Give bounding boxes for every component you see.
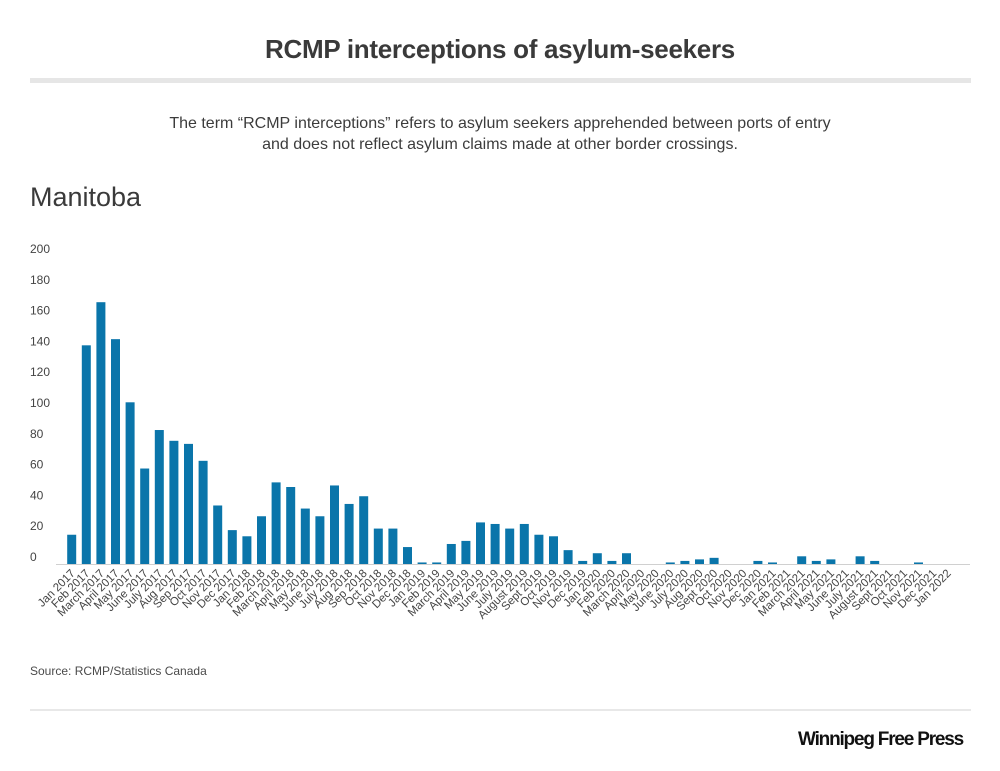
bar xyxy=(534,534,544,564)
subtitle-line-2: and does not reflect asylum claims made … xyxy=(262,136,738,153)
bar xyxy=(870,560,880,564)
bar xyxy=(154,430,164,564)
footer-divider xyxy=(30,709,971,711)
bar xyxy=(768,562,777,564)
y-tick-label: 120 xyxy=(30,365,50,379)
bar xyxy=(286,487,296,564)
bar xyxy=(549,536,558,564)
bars xyxy=(67,302,923,564)
bar xyxy=(811,560,821,564)
chart-subtitle: The term “RCMP interceptions” refers to … xyxy=(100,113,900,155)
y-tick-label: 100 xyxy=(30,396,50,410)
bar xyxy=(111,339,120,564)
bar xyxy=(563,550,573,564)
source-note: Source: RCMP/Statistics Canada xyxy=(30,664,207,678)
bar xyxy=(300,508,310,564)
bar xyxy=(519,523,529,564)
bar xyxy=(432,562,442,564)
bar xyxy=(184,443,193,564)
bar xyxy=(695,559,704,564)
bar xyxy=(96,302,106,564)
y-tick-label: 140 xyxy=(30,334,50,348)
bar xyxy=(680,560,690,564)
bar xyxy=(914,562,923,564)
y-tick-label: 80 xyxy=(30,427,44,441)
bar xyxy=(213,505,223,564)
bar xyxy=(797,556,807,564)
chart-title: RCMP interceptions of asylum-seekers xyxy=(265,34,735,64)
bar xyxy=(359,496,369,564)
bar xyxy=(140,468,150,564)
subtitle-line-1: The term “RCMP interceptions” refers to … xyxy=(169,115,831,132)
bar xyxy=(81,345,91,564)
y-tick-label: 40 xyxy=(30,488,44,502)
y-tick-label: 160 xyxy=(30,304,50,318)
bar xyxy=(271,482,281,564)
y-tick-label: 180 xyxy=(30,273,50,287)
bar xyxy=(330,485,339,564)
bar-chart: 0 20 40 60 80 100 120 140 160 180 200 Jan 2017Feb … xyxy=(30,242,970,622)
publisher-logo: Winnipeg Free Press xyxy=(798,729,964,750)
bar xyxy=(198,460,208,564)
bar xyxy=(388,528,398,564)
title-divider xyxy=(30,78,971,83)
bar xyxy=(242,536,252,564)
bar xyxy=(227,530,237,564)
y-tick-label: 20 xyxy=(30,519,44,533)
bar xyxy=(607,560,617,564)
bar xyxy=(476,522,485,564)
bar xyxy=(67,534,77,564)
y-tick-label: 200 xyxy=(30,242,50,256)
bar xyxy=(622,553,631,564)
bar xyxy=(505,528,515,564)
bar xyxy=(826,559,836,564)
bar xyxy=(592,553,602,564)
y-tick-label: 0 xyxy=(30,550,37,564)
bar xyxy=(403,547,412,564)
bar xyxy=(753,560,763,564)
y-tick-label: 60 xyxy=(30,458,44,472)
bar xyxy=(315,516,325,564)
bar xyxy=(855,556,865,564)
bar xyxy=(709,557,719,564)
bar xyxy=(344,503,354,564)
bar xyxy=(446,543,456,564)
bar xyxy=(578,560,588,564)
bar xyxy=(461,540,471,564)
bar xyxy=(490,523,500,564)
y-axis: 0 20 40 60 80 100 120 140 160 180 200 xyxy=(30,242,50,564)
bar xyxy=(169,440,179,564)
bar xyxy=(373,528,383,564)
bar xyxy=(417,562,427,564)
bar xyxy=(125,402,135,564)
region-label: Manitoba xyxy=(30,182,142,212)
bar xyxy=(257,516,266,564)
bar xyxy=(665,562,675,564)
